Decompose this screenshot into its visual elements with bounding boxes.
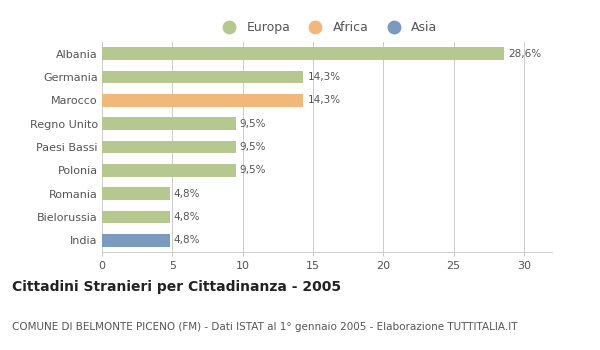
Text: 14,3%: 14,3% <box>307 72 340 82</box>
Text: Cittadini Stranieri per Cittadinanza - 2005: Cittadini Stranieri per Cittadinanza - 2… <box>12 280 341 294</box>
Text: 4,8%: 4,8% <box>174 235 200 245</box>
Legend: Europa, Africa, Asia: Europa, Africa, Asia <box>217 21 437 34</box>
Bar <box>102 234 170 247</box>
Text: 4,8%: 4,8% <box>174 212 200 222</box>
Bar <box>102 211 170 223</box>
Text: 14,3%: 14,3% <box>307 95 340 105</box>
Text: COMUNE DI BELMONTE PICENO (FM) - Dati ISTAT al 1° gennaio 2005 - Elaborazione TU: COMUNE DI BELMONTE PICENO (FM) - Dati IS… <box>12 322 517 332</box>
Bar <box>102 47 504 60</box>
Text: 9,5%: 9,5% <box>240 165 266 175</box>
Bar <box>102 71 303 83</box>
Bar <box>102 187 170 200</box>
Bar <box>102 117 236 130</box>
Text: 28,6%: 28,6% <box>508 49 542 59</box>
Text: 9,5%: 9,5% <box>240 142 266 152</box>
Text: 4,8%: 4,8% <box>174 189 200 199</box>
Bar <box>102 94 303 107</box>
Text: 9,5%: 9,5% <box>240 119 266 129</box>
Bar <box>102 164 236 177</box>
Bar <box>102 141 236 153</box>
